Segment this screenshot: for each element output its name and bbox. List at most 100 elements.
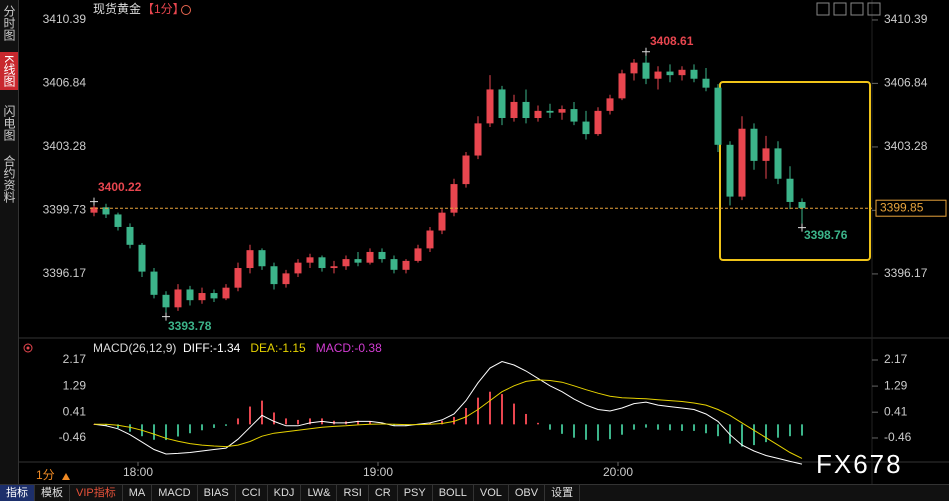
period-selector[interactable]: 1分 <box>36 468 55 482</box>
y-tick-label: 3403.28 <box>884 139 928 153</box>
sidebar-tab[interactable]: 合约资料 <box>2 155 16 203</box>
candle-body <box>738 128 746 197</box>
icon[interactable] <box>850 2 864 16</box>
histogram-bar <box>369 421 371 425</box>
histogram-bar <box>513 403 515 425</box>
candle-body <box>630 62 638 74</box>
histogram-bar <box>297 419 299 425</box>
histogram-bar <box>429 422 431 425</box>
candle-body <box>594 110 602 135</box>
histogram-bar <box>705 424 707 434</box>
y-tick-label: 3399.73 <box>43 203 87 217</box>
histogram-bar <box>489 391 491 425</box>
toolbar-item[interactable]: 指标 <box>0 485 35 501</box>
toolbar-item[interactable]: MACD <box>152 485 198 501</box>
histogram-bar <box>273 412 275 425</box>
icon[interactable] <box>867 2 881 16</box>
histogram-bar <box>585 424 587 440</box>
candle-body <box>678 69 686 76</box>
histogram-bar <box>177 424 179 437</box>
histogram-bar <box>573 424 575 438</box>
histogram-bar <box>633 424 635 430</box>
candle-body <box>330 266 338 269</box>
period-arrow[interactable] <box>62 473 70 480</box>
toolbar-item[interactable]: LW& <box>301 485 338 501</box>
candle-body <box>618 73 626 99</box>
candle-body <box>462 155 470 185</box>
toolbar-item[interactable]: OBV <box>509 485 546 501</box>
histogram-bar <box>801 424 803 436</box>
candle-body <box>402 260 410 270</box>
candle-body <box>786 178 794 202</box>
sidebar-tab[interactable]: 分时图 <box>2 5 16 41</box>
histogram-bar <box>465 408 467 425</box>
toolbar-item[interactable]: 模板 <box>35 485 70 501</box>
toolbar-item[interactable]: 设置 <box>545 485 581 501</box>
toolbar-item[interactable]: KDJ <box>268 485 302 501</box>
candle-body <box>390 259 398 270</box>
histogram-bar <box>561 424 563 434</box>
add-icon[interactable] <box>181 5 191 15</box>
extreme-label: 3393.78 <box>168 319 212 333</box>
last-price-label: 3399.85 <box>880 200 924 214</box>
legend-entry: DIFF:-1.34 <box>183 341 241 355</box>
toolbar-item[interactable]: MA <box>123 485 153 501</box>
candle-body <box>318 257 326 269</box>
candle-body <box>342 259 350 267</box>
histogram-bar <box>285 418 287 425</box>
candle-body <box>702 78 710 88</box>
candle-body <box>606 98 614 111</box>
toolbar-item[interactable]: BOLL <box>433 485 474 501</box>
y-tick-label: 3403.28 <box>43 139 87 153</box>
candle-body <box>138 244 146 272</box>
candle-body <box>246 250 254 269</box>
x-tick-label: 20:00 <box>603 465 633 479</box>
toolbar-item[interactable]: VIP指标 <box>70 485 123 501</box>
histogram-bar <box>189 424 191 434</box>
y-tick-label: 3410.39 <box>884 12 928 26</box>
candle-body <box>510 101 518 119</box>
toolbar-item[interactable]: CCI <box>236 485 268 501</box>
histogram-bar <box>237 418 239 425</box>
toolbar-item[interactable]: CR <box>369 485 398 501</box>
toolbar-item[interactable]: BIAS <box>198 485 236 501</box>
candle-body <box>186 289 194 301</box>
candle-body <box>426 230 434 249</box>
icon[interactable] <box>816 2 830 16</box>
candle-body <box>210 293 218 299</box>
histogram-bar <box>765 424 767 443</box>
candle-body <box>258 250 266 267</box>
candle-body <box>282 273 290 285</box>
extreme-marker <box>642 47 650 56</box>
x-tick-label: 18:00 <box>123 465 153 479</box>
extreme-label: 3400.22 <box>98 180 142 194</box>
toolbar-item[interactable]: PSY <box>398 485 433 501</box>
indicator-title: MACD(26,12,9) <box>93 341 176 355</box>
toolbar-item[interactable]: VOL <box>474 485 509 501</box>
histogram-bar <box>261 400 263 425</box>
histogram-bar <box>477 397 479 425</box>
sidebar: 分时图 K线图闪电图合约资料 <box>0 0 19 484</box>
histogram-bar <box>717 424 719 437</box>
candle-body <box>294 262 302 274</box>
extreme-label: 3398.76 <box>804 228 848 242</box>
histogram-bar <box>657 424 659 430</box>
candle-body <box>714 87 722 145</box>
histogram-bar <box>669 424 671 431</box>
toolbar-item[interactable]: RSI <box>337 485 369 501</box>
y-tick-label: 3406.84 <box>43 76 87 90</box>
extreme-marker <box>90 197 98 206</box>
candle-body <box>90 207 98 213</box>
icon[interactable] <box>833 2 847 16</box>
x-tick-label: 19:00 <box>363 465 393 479</box>
indicator-icon[interactable] <box>23 343 33 353</box>
candle-body <box>270 266 278 285</box>
histogram-bar <box>753 424 755 446</box>
sidebar-tab[interactable]: K线图 <box>0 52 18 91</box>
candle-body <box>450 184 458 213</box>
candle-body <box>654 71 662 79</box>
sidebar-tab[interactable]: 闪电图 <box>2 105 16 141</box>
candle-body <box>666 71 674 76</box>
